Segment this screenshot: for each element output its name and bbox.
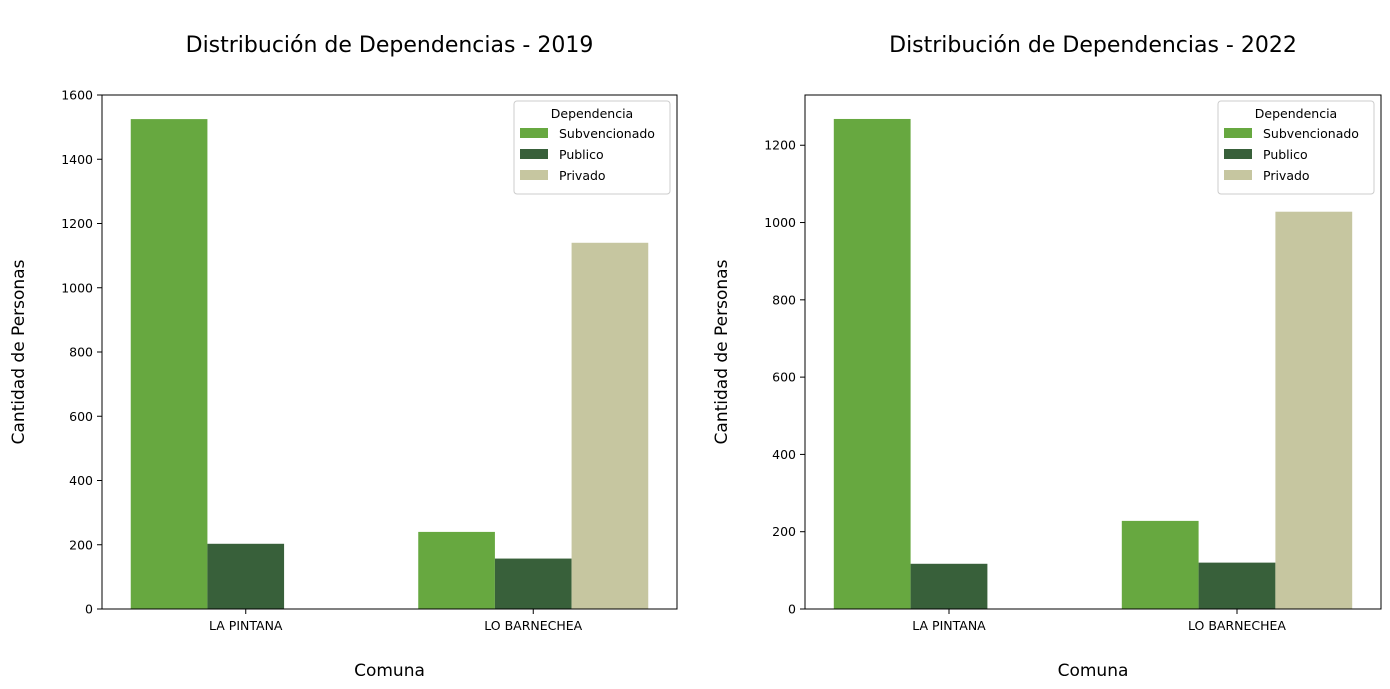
- y-tick-label: 800: [69, 345, 93, 360]
- bar-privado-2: [571, 242, 649, 609]
- y-tick-label: 400: [772, 447, 796, 462]
- bar-subvencionado-1: [833, 118, 911, 609]
- y-tick-label: 1600: [61, 88, 93, 103]
- y-tick-label: 1200: [764, 138, 796, 153]
- legend: Dependencia Subvencionado Publico Privado: [513, 100, 671, 195]
- legend-box: [1217, 100, 1375, 195]
- y-tick-label: 1400: [61, 152, 93, 167]
- y-tick-label: 1000: [764, 215, 796, 230]
- legend-swatch: [1224, 149, 1252, 159]
- y-axis-label: Cantidad de Personas: [9, 259, 29, 444]
- legend: Dependencia Subvencionado Publico Privado: [1217, 100, 1375, 195]
- chart-title: Distribución de Dependencias - 2022: [889, 33, 1297, 58]
- x-axis-label: Comuna: [354, 661, 425, 681]
- y-tick-label: 800: [772, 292, 796, 307]
- x-tick-label: LA PINTANA: [209, 618, 283, 633]
- bar-publico-1: [910, 563, 988, 609]
- bar-publico-2: [1198, 562, 1276, 609]
- chart-1: Distribución de Dependencias - 2019 0 200 4…: [9, 33, 678, 681]
- y-tick-label: 1200: [61, 216, 93, 231]
- legend-label: Subvencionado: [1263, 126, 1359, 141]
- legend-title: Dependencia: [551, 106, 633, 121]
- y-tick-label: 200: [69, 537, 93, 552]
- y-axis-label: Cantidad de Personas: [712, 259, 732, 444]
- legend-label: Subvencionado: [559, 126, 655, 141]
- y-tick-label: 200: [772, 524, 796, 539]
- legend-label: Publico: [1263, 147, 1308, 162]
- y-tick-label: 1000: [61, 280, 93, 295]
- legend-swatch: [520, 128, 548, 138]
- y-tick-label: 0: [788, 602, 796, 617]
- x-tick-label: LA PINTANA: [912, 618, 986, 633]
- legend-swatch: [1224, 170, 1252, 180]
- plot-frame: [804, 94, 1382, 610]
- legend-box: [513, 100, 671, 195]
- bar-subvencionado-2: [418, 531, 495, 609]
- y-tick-label: 0: [85, 602, 93, 617]
- y-tick-label: 600: [69, 409, 93, 424]
- legend-label: Publico: [559, 147, 604, 162]
- chart-2: Distribución de Dependencias - 2022 0 200 4…: [712, 33, 1382, 681]
- bar-publico-2: [494, 558, 572, 609]
- bar-subvencionado-2: [1121, 520, 1199, 609]
- legend-swatch: [1224, 128, 1252, 138]
- x-tick-label: LO BARNECHEA: [484, 618, 582, 633]
- y-tick-label: 600: [772, 370, 796, 385]
- y-tick-label: 400: [69, 473, 93, 488]
- chart-title: Distribución de Dependencias - 2019: [186, 33, 594, 58]
- bar-privado-2: [1275, 211, 1353, 610]
- bar-publico-1: [207, 543, 285, 609]
- legend-title: Dependencia: [1255, 106, 1337, 121]
- legend-label: Privado: [559, 168, 606, 183]
- x-tick-label: LO BARNECHEA: [1188, 618, 1286, 633]
- bar-subvencionado-1: [130, 119, 208, 609]
- legend-swatch: [520, 149, 548, 159]
- x-axis-label: Comuna: [1058, 661, 1129, 681]
- legend-swatch: [520, 170, 548, 180]
- legend-label: Privado: [1263, 168, 1310, 183]
